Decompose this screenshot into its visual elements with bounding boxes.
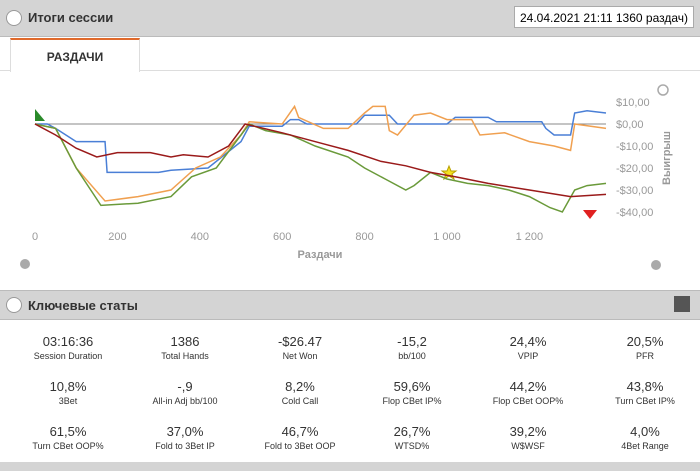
collapse-button[interactable]	[6, 10, 22, 26]
layout-button[interactable]	[674, 296, 690, 312]
series-line	[34, 123, 607, 213]
stat-value: 10,8%	[49, 379, 87, 394]
stat-value: 26,7%	[393, 424, 431, 439]
stat: 4,0% 4Bet Range	[587, 424, 700, 451]
stat-label: W$WSF	[511, 441, 545, 451]
y-tick-label: -$30,00	[616, 185, 653, 197]
stat: -,9 All-in Adj bb/100	[127, 379, 243, 406]
collapse-button[interactable]	[6, 297, 22, 313]
stats-title: Ключевые статы	[28, 298, 138, 313]
y-tick-label: $10,00	[616, 97, 650, 109]
settings-icon[interactable]	[20, 259, 30, 269]
stat-label: Turn CBet OOP%	[32, 441, 104, 451]
stat-value: 39,2%	[509, 424, 547, 439]
stat: -$26.47 Net Won	[242, 334, 358, 361]
stat: 10,8% 3Bet	[10, 379, 126, 406]
stat: 20,5% PFR	[587, 334, 700, 361]
stat-label: VPIP	[517, 351, 539, 361]
stat-label: Turn CBet IP%	[615, 396, 675, 406]
x-tick-label: 1 000	[433, 231, 461, 243]
stat: 26,7% WTSD%	[354, 424, 470, 451]
stat-value: 1386	[170, 334, 200, 349]
x-tick-label: 600	[273, 231, 291, 243]
stat-value: 44,2%	[509, 379, 547, 394]
stat-label: Flop CBet IP%	[382, 396, 442, 406]
stat: 03:16:36 Session Duration	[10, 334, 126, 361]
stat-value: 46,7%	[281, 424, 319, 439]
session-title: Итоги сессии	[28, 10, 114, 25]
stat-label: Net Won	[282, 351, 318, 361]
stat: 37,0% Fold to 3Bet IP	[127, 424, 243, 451]
stat: 59,6% Flop CBet IP%	[354, 379, 470, 406]
footer-bar	[0, 462, 700, 471]
y-axis-label: Выигрыш	[661, 131, 673, 185]
stat-label: 4Bet Range	[621, 441, 669, 451]
stat-label: Fold to 3Bet OOP	[264, 441, 336, 451]
stat-label: PFR	[636, 351, 654, 361]
chart: Раздачи Выигрыш $10,00 $0,00 -$10,00 -$20,0…	[20, 84, 673, 270]
stat-label: Session Duration	[33, 351, 103, 361]
stat: 43,8% Turn CBet IP%	[587, 379, 700, 406]
zoom-icon[interactable]	[657, 84, 669, 96]
x-tick-label: 0	[32, 231, 38, 243]
stat-label: All-in Adj bb/100	[152, 396, 218, 406]
stat: 46,7% Fold to 3Bet OOP	[242, 424, 358, 451]
stat: 44,2% Flop CBet OOP%	[470, 379, 586, 406]
stat: 24,4% VPIP	[470, 334, 586, 361]
stat-label: Flop CBet OOP%	[492, 396, 564, 406]
y-tick-label: -$20,00	[616, 163, 653, 175]
y-tick-label: $0,00	[616, 119, 644, 131]
hands-tab[interactable]: РАЗДАЧИ	[10, 38, 140, 72]
stat-label: WTSD%	[394, 441, 430, 451]
x-tick-label: 400	[191, 231, 209, 243]
x-axis-label: Раздачи	[298, 249, 343, 261]
stat-value: 24,4%	[509, 334, 547, 349]
series-line	[34, 123, 607, 198]
stat: 61,5% Turn CBet OOP%	[10, 424, 126, 451]
stat-label: 3Bet	[58, 396, 78, 406]
end-marker	[583, 210, 597, 219]
stats-header: Ключевые статы	[0, 290, 700, 320]
x-tick-label: 1 200	[516, 231, 544, 243]
x-tick-label: 200	[108, 231, 126, 243]
series-line	[35, 110, 607, 174]
y-tick-label: -$40,00	[616, 207, 653, 219]
info-icon[interactable]	[651, 260, 661, 270]
session-header: Итоги сессии 24.04.2021 21:11 1360 разда…	[0, 0, 700, 37]
stat-value: -15,2	[397, 334, 427, 349]
stat: 8,2% Cold Call	[242, 379, 358, 406]
stat-label: bb/100	[398, 351, 426, 361]
stat-value: 61,5%	[49, 424, 87, 439]
stat-value: 4,0%	[630, 424, 660, 439]
stat: 39,2% W$WSF	[470, 424, 586, 451]
stat-value: -$26.47	[277, 334, 323, 349]
stat-value: 37,0%	[166, 424, 204, 439]
stat-value: 20,5%	[626, 334, 664, 349]
stat-label: Cold Call	[281, 396, 319, 406]
series-line	[34, 104, 607, 202]
stat: 1386 Total Hands	[127, 334, 243, 361]
stat-value: 8,2%	[285, 379, 315, 394]
y-tick-label: -$10,00	[616, 141, 653, 153]
stat-label: Fold to 3Bet IP	[155, 441, 215, 451]
session-select[interactable]: 24.04.2021 21:11 1360 раздач)	[514, 6, 694, 28]
stat-value: 59,6%	[393, 379, 431, 394]
stat-value: 03:16:36	[42, 334, 94, 349]
stat-label: Total Hands	[161, 351, 209, 361]
stat: -15,2 bb/100	[354, 334, 470, 361]
x-tick-label: 800	[355, 231, 373, 243]
start-marker	[35, 109, 45, 121]
stat-value: 43,8%	[626, 379, 664, 394]
stat-value: -,9	[177, 379, 193, 394]
